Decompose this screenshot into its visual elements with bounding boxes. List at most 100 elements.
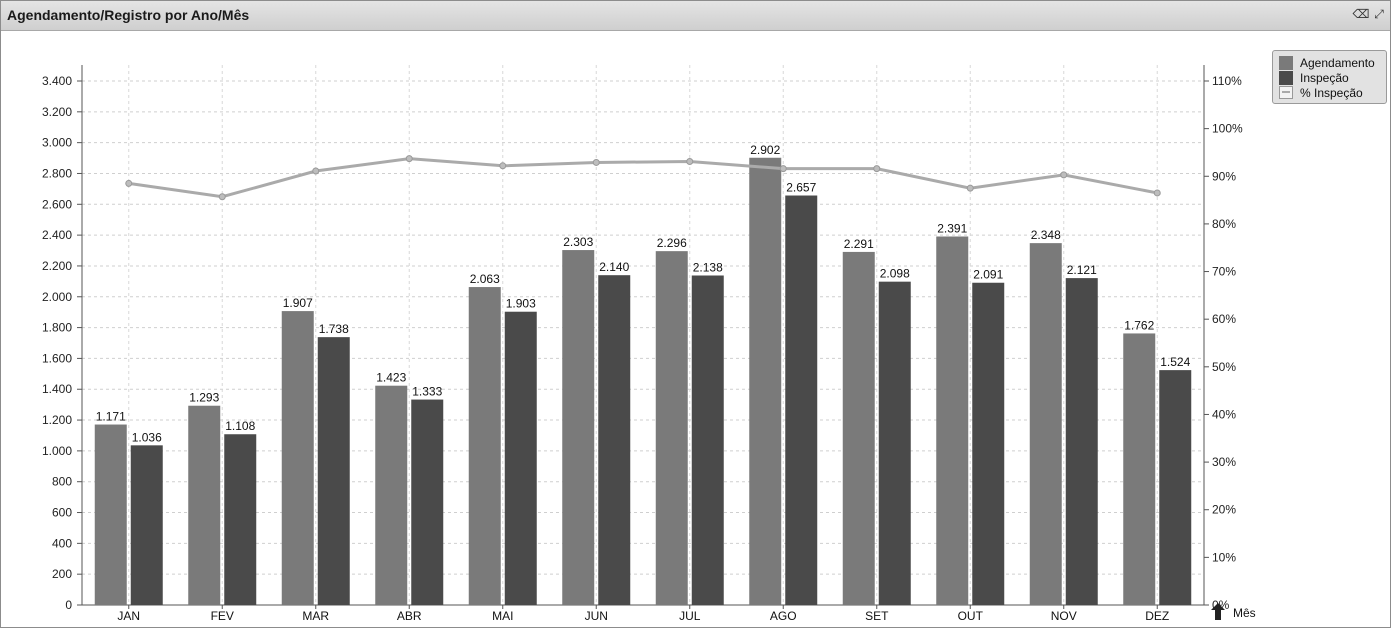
bar-agendamento	[655, 251, 688, 606]
y-left-tick-label: 1.400	[42, 382, 72, 396]
y-left-tick-label: 0	[65, 598, 72, 612]
y-left-tick-label: 1.600	[42, 351, 72, 365]
legend-label: % Inspeção	[1300, 85, 1363, 100]
legend-swatch-pct-inspecao	[1279, 86, 1293, 99]
data-label-inspecao: 1.036	[132, 430, 162, 444]
y-left-tick-label: 200	[52, 567, 72, 581]
y-right-tick-label: 90%	[1212, 169, 1236, 183]
bar-agendamento	[749, 157, 782, 605]
y-left-tick-label: 2.800	[42, 166, 72, 180]
line-pct-inspecao	[128, 157, 1158, 199]
y-left-tick-label: 2.400	[42, 228, 72, 242]
legend-item-pct-inspecao[interactable]: % Inspeção	[1279, 85, 1363, 100]
chart-legend[interactable]: Agendamento Inspeção % Inspeção	[1272, 50, 1387, 104]
bar-agendamento	[375, 385, 408, 605]
legend-label: Agendamento	[1300, 55, 1375, 70]
maximize-icon[interactable]: ⤢	[1374, 6, 1384, 21]
x-tick-label: DEZ	[1145, 609, 1169, 623]
point-pct-inspecao	[1153, 189, 1161, 197]
eraser-icon[interactable]: ⌫	[1352, 7, 1370, 21]
data-label-inspecao: 2.140	[599, 260, 629, 274]
bar-agendamento	[188, 405, 221, 605]
x-tick-label: MAI	[492, 609, 513, 623]
data-label-agendamento: 1.907	[283, 296, 313, 310]
x-tick-label: ABR	[397, 609, 422, 623]
legend-swatch-inspecao	[1279, 70, 1293, 85]
bar-agendamento	[281, 311, 314, 605]
data-label-inspecao: 1.903	[506, 297, 536, 311]
point-pct-inspecao	[125, 179, 133, 187]
sort-icon[interactable]	[1210, 603, 1226, 621]
bar-inspecao	[598, 275, 631, 605]
y-right-tick-label: 30%	[1212, 455, 1236, 469]
y-left-tick-label: 3.000	[42, 136, 72, 150]
data-label-inspecao: 1.108	[225, 419, 255, 433]
point-pct-inspecao	[966, 184, 974, 192]
legend-swatch-agendamento	[1279, 55, 1293, 70]
chart-title: Agendamento/Registro por Ano/Mês	[7, 7, 250, 23]
y-right-tick-label: 60%	[1212, 312, 1236, 326]
bar-agendamento	[94, 424, 127, 605]
bar-inspecao	[878, 281, 911, 605]
bar-inspecao	[1065, 278, 1098, 605]
data-label-agendamento: 2.063	[470, 272, 500, 286]
data-label-inspecao: 2.091	[973, 268, 1003, 282]
data-label-inspecao: 2.121	[1067, 263, 1097, 277]
y-left-tick-label: 2.000	[42, 290, 72, 304]
data-label-agendamento: 2.348	[1031, 228, 1061, 242]
x-tick-label: JAN	[117, 609, 140, 623]
y-left-tick-label: 600	[52, 506, 72, 520]
data-label-agendamento: 2.303	[563, 235, 593, 249]
bar-inspecao	[785, 195, 818, 606]
x-tick-label: FEV	[211, 609, 234, 623]
y-left-tick-label: 2.600	[42, 197, 72, 211]
y-right-tick-label: 110%	[1212, 74, 1242, 88]
data-label-inspecao: 2.138	[693, 260, 723, 274]
point-pct-inspecao	[312, 167, 320, 175]
x-tick-label: OUT	[958, 609, 984, 623]
bar-inspecao	[317, 337, 350, 605]
data-label-inspecao: 1.524	[1160, 355, 1190, 369]
y-left-tick-label: 800	[52, 475, 72, 489]
point-pct-inspecao	[873, 165, 881, 173]
data-label-inspecao: 1.738	[319, 322, 349, 336]
bar-agendamento	[936, 236, 969, 605]
window-titlebar: Agendamento/Registro por Ano/Mês ⌫ ⤢	[1, 1, 1390, 31]
x-tick-label: MAR	[302, 609, 329, 623]
x-tick-label: AGO	[770, 609, 797, 623]
y-right-tick-label: 100%	[1212, 122, 1243, 136]
bar-inspecao	[411, 399, 444, 605]
bar-agendamento	[1123, 333, 1156, 605]
bar-inspecao	[224, 434, 257, 605]
y-right-tick-label: 10%	[1212, 550, 1236, 564]
x-tick-label: JUN	[585, 609, 608, 623]
y-right-tick-label: 80%	[1212, 217, 1236, 231]
legend-item-agendamento[interactable]: Agendamento	[1279, 55, 1375, 70]
point-pct-inspecao	[405, 155, 413, 163]
x-tick-label: JUL	[679, 609, 701, 623]
bar-agendamento	[1029, 243, 1062, 605]
y-left-tick-label: 400	[52, 536, 72, 550]
data-label-agendamento: 2.902	[750, 143, 780, 157]
point-pct-inspecao	[592, 158, 600, 166]
data-label-agendamento: 1.423	[376, 371, 406, 385]
y-left-tick-label: 1.200	[42, 413, 72, 427]
y-left-tick-label: 1.000	[42, 444, 72, 458]
y-left-tick-label: 3.200	[42, 105, 72, 119]
legend-item-inspecao[interactable]: Inspeção	[1279, 70, 1349, 85]
bar-inspecao	[1159, 370, 1192, 605]
y-left-tick-label: 2.200	[42, 259, 72, 273]
data-label-agendamento: 1.762	[1124, 318, 1154, 332]
data-label-inspecao: 2.098	[880, 267, 910, 281]
point-pct-inspecao	[218, 193, 226, 201]
data-label-agendamento: 1.171	[96, 410, 126, 424]
data-label-agendamento: 2.296	[657, 236, 687, 250]
point-pct-inspecao	[499, 162, 507, 170]
y-right-tick-label: 20%	[1212, 503, 1236, 517]
bar-agendamento	[842, 251, 875, 605]
point-pct-inspecao	[1060, 171, 1068, 179]
data-label-agendamento: 2.291	[844, 237, 874, 251]
x-tick-label: SET	[865, 609, 889, 623]
legend-label: Inspeção	[1300, 70, 1349, 85]
